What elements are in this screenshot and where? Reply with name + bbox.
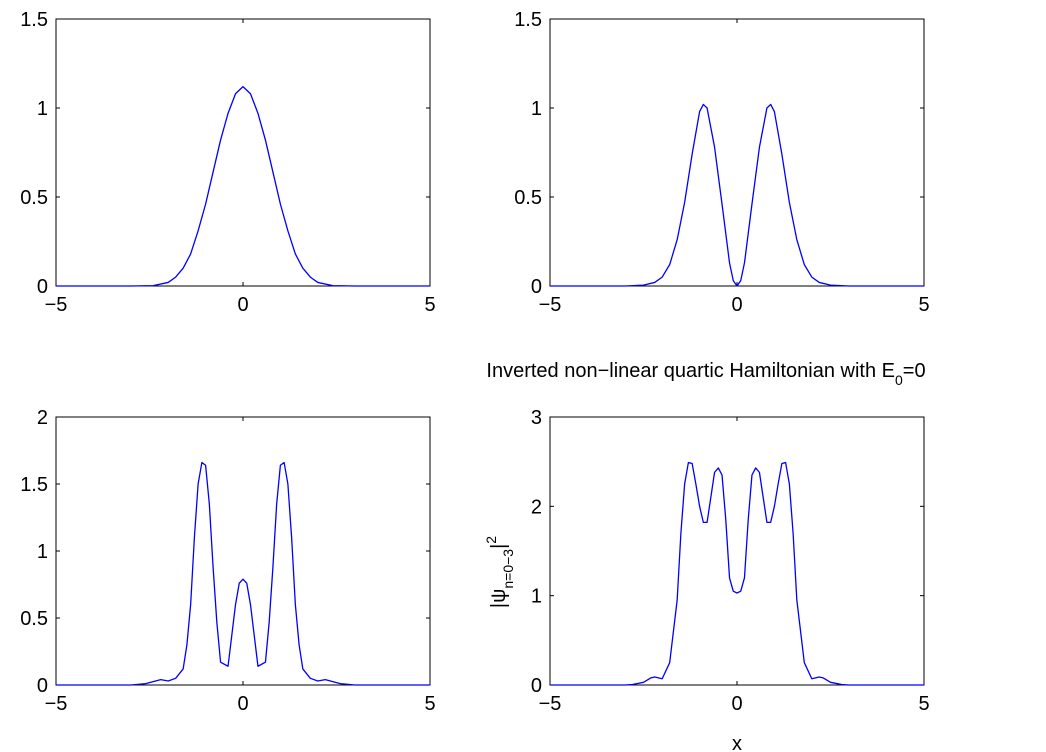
x-tick-label: 5 [424,294,435,316]
y-axis-label: |ψn=0−3|2 [483,536,516,608]
y-tick-label: 0.5 [20,187,48,209]
y-tick-label: 1 [531,98,542,120]
chart-title: Inverted non−linear quartic Hamiltonian … [486,360,925,388]
y-tick-label: 2 [37,407,48,429]
plot-panel-bottom-left: −5 0 500.511.52 [20,407,435,715]
series-line [550,103,924,287]
y-tick-label: 0.5 [20,608,48,630]
y-tick-label: 1.5 [20,474,48,496]
x-tick-label: 0 [731,294,742,316]
x-tick-label: −5 [45,294,68,316]
axes-box [549,18,925,287]
y-tick-label: 1 [37,98,48,120]
x-tick-label: −5 [45,693,68,715]
y-tick-label: 3 [531,407,542,429]
axes-box [55,416,431,686]
x-tick-label: 5 [918,693,929,715]
y-tick-label: 1 [531,586,542,608]
y-tick-label: 1.5 [514,9,542,31]
x-tick-label: −5 [539,693,562,715]
x-tick-label: 0 [237,294,248,316]
axes-box [549,416,925,686]
y-tick-label: 0 [531,276,542,298]
series-line [550,461,924,686]
x-tick-label: 0 [237,693,248,715]
series-line [56,461,430,686]
y-tick-label: 1 [37,541,48,563]
x-tick-label: −5 [539,294,562,316]
series-line [56,85,430,287]
plot-panel-top-right: −5 0 500.511.5 [514,9,929,316]
y-tick-label: 0.5 [514,187,542,209]
y-tick-label: 0 [37,675,48,697]
y-tick-label: 0 [531,675,542,697]
x-tick-label: 5 [918,294,929,316]
x-tick-label: 0 [731,693,742,715]
x-axis-label: x [732,733,742,752]
axes-box [55,18,431,287]
x-tick-label: 5 [424,693,435,715]
y-tick-label: 0 [37,276,48,298]
y-tick-label: 1.5 [20,9,48,31]
plot-panel-top-left: −5 0 500.511.5 [20,9,435,316]
y-tick-label: 2 [531,496,542,518]
